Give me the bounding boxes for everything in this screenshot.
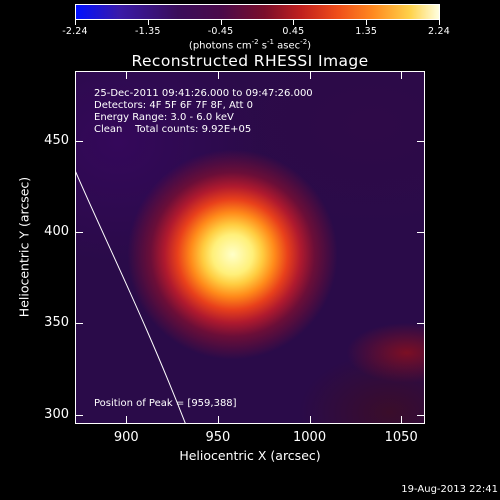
info-energy-range: Energy Range: 3.0 - 6.0 keV xyxy=(94,112,234,123)
units-text: (photons cm xyxy=(188,40,252,52)
info-clean-counts: Clean Total counts: 9.92E+05 xyxy=(94,124,252,135)
units-text: asec xyxy=(274,40,301,52)
y-tick-label: 350 xyxy=(44,315,69,331)
colorbar-tick xyxy=(366,20,368,25)
x-tick xyxy=(126,416,128,424)
x-tick xyxy=(401,416,403,424)
y-tick xyxy=(75,414,83,416)
colorbar-tick xyxy=(293,20,295,25)
observation-info: 25-Dec-2011 09:41:26.000 to 09:47:26.000… xyxy=(94,88,313,136)
image-title: Reconstructed RHESSI Image xyxy=(131,52,369,70)
peak-position: Position of Peak = [959,388] xyxy=(94,398,237,409)
colorbar-units: (photons cm-2 s-1 asec-2) xyxy=(0,38,500,51)
y-tick xyxy=(417,231,425,233)
x-tick-label: 1000 xyxy=(293,430,327,445)
y-axis-title: Heliocentric Y (arcsec) xyxy=(16,176,32,318)
colorbar-tick-label: -0.45 xyxy=(207,26,234,37)
y-tick xyxy=(417,323,425,325)
info-detectors: Detectors: 4F 5F 6F 7F 8F, Att 0 xyxy=(94,100,254,111)
units-exp: -1 xyxy=(267,38,274,46)
colorbar-tick-label: 0.45 xyxy=(282,26,305,37)
y-tick-label: 300 xyxy=(44,406,69,422)
x-tick xyxy=(401,71,403,79)
x-tick xyxy=(126,71,128,79)
y-tick-label: 450 xyxy=(44,132,69,148)
colorbar-tick xyxy=(75,20,76,25)
y-tick xyxy=(75,231,83,233)
y-tick xyxy=(75,323,83,325)
x-tick xyxy=(217,71,219,79)
colorbar xyxy=(75,4,440,20)
rhessi-image xyxy=(75,71,425,424)
units-exp: -2 xyxy=(300,38,308,46)
y-tick xyxy=(75,140,83,142)
x-tick xyxy=(309,416,311,424)
solar-limb xyxy=(76,171,186,423)
y-tick xyxy=(417,414,425,416)
y-tick xyxy=(417,140,425,142)
units-exp: -2 xyxy=(251,38,259,46)
colorbar-tick-label: -1.35 xyxy=(135,26,161,37)
colorbar-tick-label: 2.24 xyxy=(428,26,450,37)
x-tick-label: 900 xyxy=(113,430,139,445)
footer-date: 19-Aug-2013 22:41 xyxy=(401,484,498,495)
units-text: s xyxy=(258,40,268,52)
x-tick-label: 950 xyxy=(205,430,231,445)
x-axis-title: Heliocentric X (arcsec) xyxy=(179,448,321,463)
info-time-range: 25-Dec-2011 09:41:26.000 to 09:47:26.000 xyxy=(94,88,313,99)
y-tick-label: 400 xyxy=(44,223,69,239)
colorbar-tick xyxy=(220,20,222,25)
colorbar-tick-label: -2.24 xyxy=(62,26,88,37)
colorbar-tick xyxy=(439,20,440,25)
x-tick-label: 1050 xyxy=(384,430,418,445)
x-tick xyxy=(217,416,219,424)
colorbar-tick xyxy=(147,20,149,25)
colorbar-tick-label: 1.35 xyxy=(355,26,378,37)
units-text: ) xyxy=(307,40,312,52)
x-tick xyxy=(309,71,311,79)
